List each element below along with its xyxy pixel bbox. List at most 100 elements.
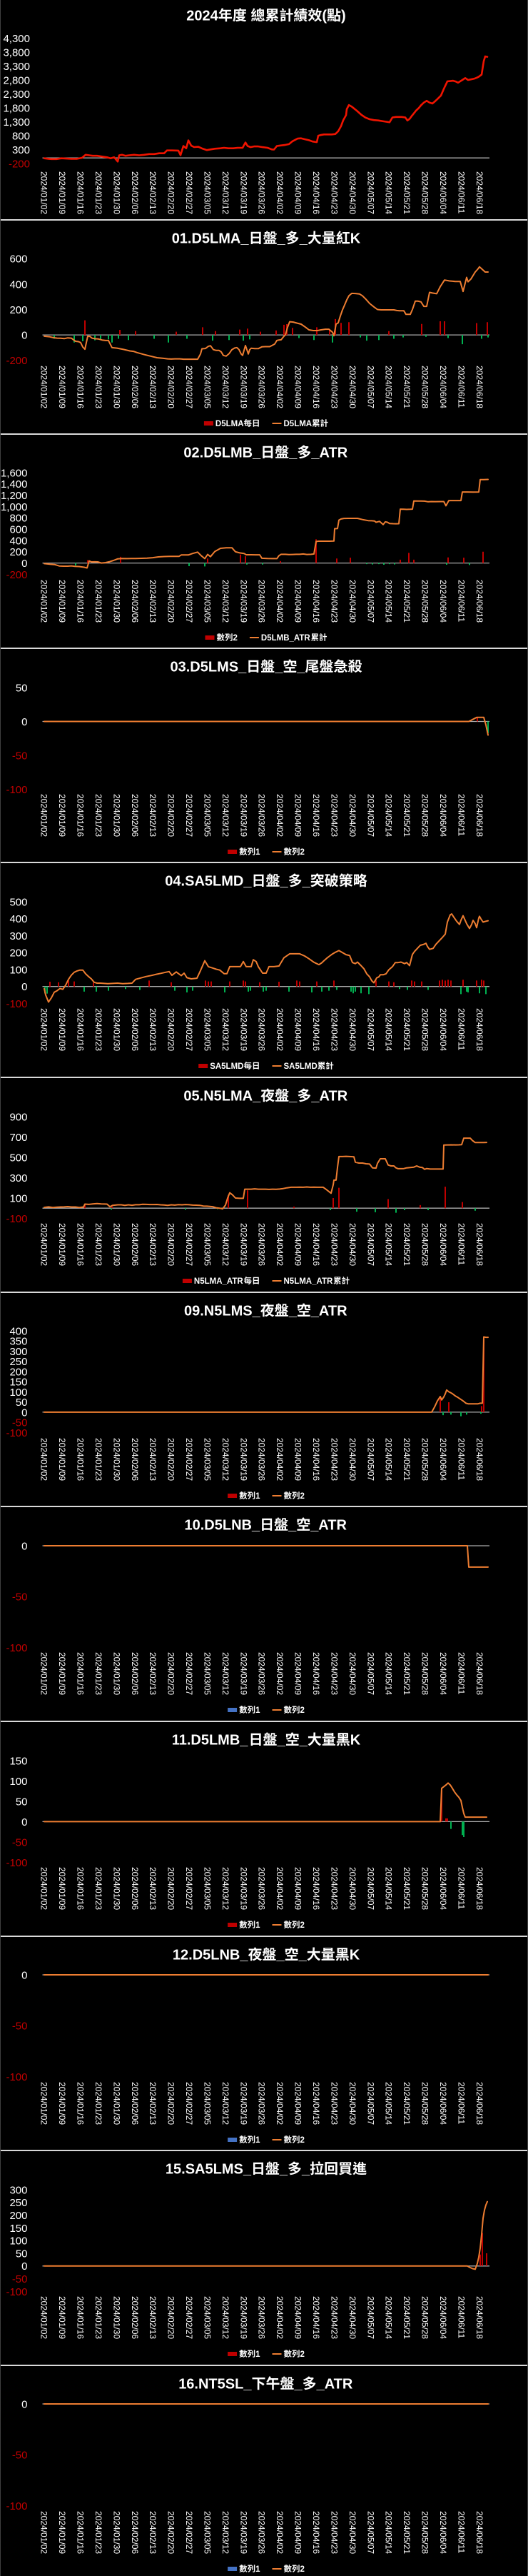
svg-text:2024/01/16: 2024/01/16 [76,1652,86,1695]
svg-text:2024/02/06: 2024/02/06 [130,2082,140,2125]
svg-text:2024/05/07: 2024/05/07 [365,171,375,214]
svg-text:-50: -50 [12,750,28,762]
svg-text:2: 2 [300,1921,305,1930]
svg-text:2024/02/06: 2024/02/06 [130,1867,140,1910]
svg-text:300: 300 [9,1346,27,1358]
svg-text:-50: -50 [12,1836,28,1848]
svg-text:2024/06/04: 2024/06/04 [438,794,448,837]
svg-text:3,300: 3,300 [3,61,30,73]
svg-text:2024/04/09: 2024/04/09 [293,2296,303,2339]
svg-text:2024/05/28: 2024/05/28 [420,2082,430,2125]
svg-text:1,000: 1,000 [1,501,28,513]
svg-text:2024/04/09: 2024/04/09 [293,366,303,408]
svg-text:2024/01/02: 2024/01/02 [39,2511,49,2554]
svg-text:2024/02/27: 2024/02/27 [184,171,194,214]
svg-text:2024/02/27: 2024/02/27 [184,794,194,837]
svg-text:2024/02/06: 2024/02/06 [130,2296,140,2339]
svg-text:2024/02/13: 2024/02/13 [148,2082,158,2125]
svg-text:2024/03/19: 2024/03/19 [238,2511,248,2554]
svg-text:300: 300 [12,144,30,156]
svg-text:2024/04/09: 2024/04/09 [293,2511,303,2554]
svg-text:2024/01/09: 2024/01/09 [57,2511,67,2554]
svg-text:2024/05/21: 2024/05/21 [402,1223,412,1266]
svg-text:2024/03/05: 2024/03/05 [203,2511,213,2554]
svg-text:2024/01/30: 2024/01/30 [111,366,121,408]
svg-text:2024/05/07: 2024/05/07 [365,366,375,408]
svg-text:2024/04/16: 2024/04/16 [311,1438,321,1481]
svg-text:2024/06/11: 2024/06/11 [456,1867,466,1909]
svg-text:2024/04/23: 2024/04/23 [329,1438,339,1481]
svg-text:16.NT5SL_: 16.NT5SL_ [178,2377,252,2393]
svg-text:2024/05/21: 2024/05/21 [402,794,412,837]
svg-text:2024/06/18: 2024/06/18 [474,794,484,837]
svg-text:2024/03/19: 2024/03/19 [238,1652,248,1695]
svg-text:_: _ [294,2377,303,2393]
svg-text:2024/04/30: 2024/04/30 [347,366,357,408]
svg-text:2024/01/30: 2024/01/30 [111,2082,121,2125]
svg-text:2024/06/04: 2024/06/04 [438,171,448,214]
svg-text:2024/04/30: 2024/04/30 [347,1008,357,1051]
svg-text:2024/05/07: 2024/05/07 [365,2296,375,2339]
svg-text:2024/05/28: 2024/05/28 [420,1008,430,1051]
svg-text:2024/04/23: 2024/04/23 [329,366,339,408]
svg-text:2024/03/05: 2024/03/05 [203,1652,213,1695]
svg-text:2024/04/09: 2024/04/09 [293,580,303,623]
svg-text:2: 2 [300,848,305,857]
svg-text:0: 0 [21,981,27,993]
svg-text:900: 900 [9,1111,27,1123]
svg-text:_: _ [288,1304,298,1319]
svg-text:150: 150 [9,1377,27,1389]
svg-text:2024/05/07: 2024/05/07 [365,1438,375,1481]
svg-text:2024/04/30: 2024/04/30 [347,1223,357,1266]
svg-text:D5LMB_ATR: D5LMB_ATR [261,634,310,643]
svg-text:2024/05/14: 2024/05/14 [384,1438,394,1481]
svg-text:-50: -50 [12,2021,28,2033]
svg-text:2024/02/06: 2024/02/06 [130,1652,140,1695]
svg-text:50: 50 [16,682,28,694]
svg-text:2024/01/16: 2024/01/16 [76,1008,86,1051]
svg-text:2024/03/19: 2024/03/19 [238,1867,248,1910]
svg-text:01.D5LMA_: 01.D5LMA_ [172,231,250,247]
svg-text:2024/06/04: 2024/06/04 [438,1867,448,1910]
svg-text:2024/02/13: 2024/02/13 [148,2296,158,2339]
svg-text:2024/01/30: 2024/01/30 [111,794,121,837]
svg-text:2024/02/06: 2024/02/06 [130,2511,140,2554]
svg-text:_: _ [288,446,298,461]
svg-text:2024/01/23: 2024/01/23 [93,366,103,408]
svg-text:_ATR: _ATR [316,2377,353,2393]
svg-text:2024/03/12: 2024/03/12 [220,366,230,408]
svg-text:2024/02/20: 2024/02/20 [166,2296,176,2339]
svg-text:2024/05/28: 2024/05/28 [420,2511,430,2554]
svg-text:2024/02/27: 2024/02/27 [184,1867,194,1910]
svg-text:2024/01/09: 2024/01/09 [57,1652,67,1695]
svg-text:2024/05/07: 2024/05/07 [365,1867,375,1910]
svg-text:2024/03/26: 2024/03/26 [257,2511,267,2554]
svg-text:2024/04/16: 2024/04/16 [311,2511,321,2554]
svg-text:500: 500 [9,896,27,908]
svg-text:K: K [350,1733,361,1749]
svg-text:2024/06/11: 2024/06/11 [456,1223,466,1265]
svg-text:2024/04/09: 2024/04/09 [293,171,303,214]
svg-text:2024/03/26: 2024/03/26 [257,1438,267,1481]
svg-text:700: 700 [9,1132,27,1144]
svg-text:2024/01/30: 2024/01/30 [111,1652,121,1695]
svg-text:2024/04/23: 2024/04/23 [329,1867,339,1910]
svg-text:2024/03/05: 2024/03/05 [203,1008,213,1051]
svg-text:150: 150 [9,1755,27,1767]
svg-text:250: 250 [9,2197,27,2209]
svg-text:2024/02/27: 2024/02/27 [184,2511,194,2554]
svg-text:03.D5LMS_: 03.D5LMS_ [171,660,248,675]
svg-text:2024/01/16: 2024/01/16 [76,366,86,408]
svg-text:2024/01/02: 2024/01/02 [39,1223,49,1266]
svg-text:0: 0 [21,1969,27,1981]
svg-text:2024/03/19: 2024/03/19 [238,2296,248,2339]
svg-text:200: 200 [9,304,27,316]
svg-text:500: 500 [9,1152,27,1164]
svg-text:2024/02/06: 2024/02/06 [130,171,140,214]
svg-text:2024/04/16: 2024/04/16 [311,171,321,214]
svg-text:0: 0 [21,558,27,570]
svg-text:-100: -100 [6,1857,27,1869]
svg-text:2024/02/27: 2024/02/27 [184,2296,194,2339]
svg-text:_: _ [296,660,305,675]
svg-text:-200: -200 [6,569,27,581]
